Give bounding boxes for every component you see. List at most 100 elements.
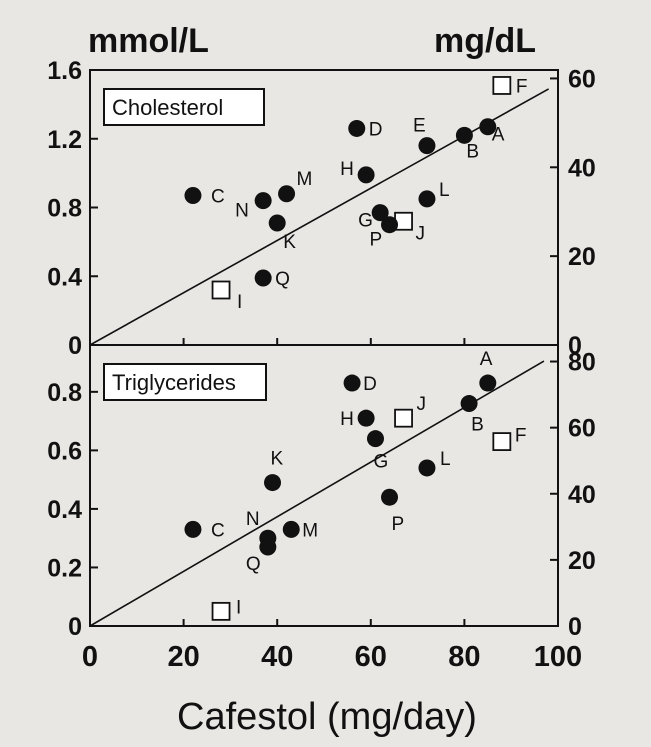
cholesterol-point-h-label: H [340, 159, 354, 180]
cholesterol-title: Cholesterol [112, 95, 223, 120]
cholesterol-point-l-label: L [439, 180, 450, 201]
triglycerides-right-tick-label: 60 [568, 415, 596, 443]
cholesterol-point-g [371, 204, 389, 222]
cholesterol-title-box [103, 88, 265, 126]
cholesterol-point-j-label: J [416, 223, 426, 244]
triglycerides-point-i [211, 601, 231, 621]
triglycerides-point-h-label: H [340, 409, 354, 430]
cholesterol-point-n [254, 192, 272, 210]
triglycerides-point-g [366, 430, 384, 448]
triglycerides-point-c-label: C [211, 520, 225, 541]
triglycerides-point-g-label: G [373, 452, 388, 473]
cholesterol-point-d-label: D [369, 119, 383, 140]
cholesterol-left-tick-label: 1.6 [47, 57, 82, 85]
triglycerides-point-f [492, 432, 512, 451]
cholesterol-point-m-label: M [297, 169, 313, 190]
triglycerides-point-k [264, 474, 282, 492]
x-tick-label: 0 [82, 641, 98, 673]
x-tick-label: 40 [261, 641, 293, 673]
triglycerides-panel: 0 0.2 0.4 0.6 0.8 0 20 40 60 80 Triglycerides A B C D F… [47, 344, 596, 641]
triglycerides-left-tick-label: 0.6 [47, 437, 82, 465]
triglycerides-left-tick-label: 0.8 [47, 379, 82, 407]
triglycerides-plot-frame [89, 344, 559, 627]
x-axis-title: Cafestol (mg/day) [177, 696, 477, 738]
triglycerides-point-h [357, 409, 375, 427]
triglycerides-left-tick-label: 0.4 [47, 496, 82, 524]
cholesterol-point-b-label: B [466, 141, 479, 162]
cholesterol-point-h [357, 166, 375, 184]
cholesterol-point-a [479, 118, 497, 136]
x-tick-label: 20 [167, 641, 199, 673]
triglycerides-right-tick-label: 20 [568, 547, 596, 575]
triglycerides-point-j-label: J [417, 394, 427, 415]
triglycerides-right-tick-label: 80 [568, 349, 596, 377]
cholesterol-left-tick-label: 1.2 [47, 126, 82, 154]
triglycerides-point-p-label: P [392, 514, 405, 535]
cholesterol-point-q-label: Q [275, 269, 290, 290]
cholesterol-point-f [492, 76, 512, 95]
triglycerides-point-m [282, 520, 300, 538]
triglycerides-point-m-label: M [302, 520, 318, 541]
x-tick-label: 100 [534, 641, 582, 673]
triglycerides-point-f-label: F [515, 426, 527, 447]
cholesterol-left-tick-label: 0.8 [47, 195, 82, 223]
triglycerides-title: Triglycerides [112, 370, 236, 395]
cholesterol-point-q [254, 269, 272, 287]
cholesterol-point-c [184, 186, 202, 204]
cholesterol-point-a-label: A [492, 125, 505, 146]
cholesterol-point-d [348, 119, 366, 137]
cholesterol-right-tick-label: 40 [568, 154, 596, 182]
right-unit-label: mg/dL [434, 22, 536, 60]
cholesterol-point-e-label: E [413, 116, 426, 137]
triglycerides-point-b-label: B [471, 415, 484, 436]
left-unit-label: mmol/L [88, 22, 209, 60]
triglycerides-point-i-label: I [236, 597, 241, 618]
triglycerides-title-box [103, 363, 267, 401]
triglycerides-point-j [394, 408, 413, 428]
triglycerides-point-q [259, 538, 277, 556]
triglycerides-point-b [460, 395, 478, 413]
cholesterol-point-g-label: G [358, 211, 373, 232]
triglycerides-point-d-label: D [363, 374, 377, 395]
cholesterol-point-i [211, 280, 231, 300]
triglycerides-point-p [381, 488, 399, 506]
triglycerides-point-a [479, 374, 497, 392]
cholesterol-panel: 0 0.4 0.8 1.2 1.6 0 20 40 60 Cholesterol AB C D E F G H I… [47, 57, 596, 360]
cholesterol-point-l [418, 190, 436, 208]
cholesterol-point-k [268, 214, 286, 232]
triglycerides-point-l [418, 459, 436, 477]
cholesterol-left-tick-label: 0.4 [47, 263, 82, 291]
triglycerides-point-a-label: A [480, 349, 493, 370]
cholesterol-point-k-label: K [283, 232, 296, 253]
triglycerides-point-q-label: Q [246, 554, 261, 575]
triglycerides-point-d [343, 374, 361, 392]
cholesterol-trend-line [89, 88, 550, 346]
cholesterol-right-tick-label: 20 [568, 243, 596, 271]
cholesterol-point-p-label: P [370, 230, 383, 251]
x-tick-label: 60 [355, 641, 387, 673]
cholesterol-right-tick-label: 60 [568, 65, 596, 93]
x-tick-label: 80 [448, 641, 480, 673]
cholesterol-point-i-label: I [237, 292, 242, 313]
cholesterol-point-c-label: C [211, 186, 225, 207]
triglycerides-left-tick-label: 0.2 [47, 554, 82, 582]
triglycerides-right-tick-label: 0 [568, 613, 582, 641]
triglycerides-right-tick-label: 40 [568, 481, 596, 509]
x-tick-labels: 0 20 40 60 80 100 [82, 641, 582, 673]
cholesterol-right-tick-label: 0 [568, 332, 582, 360]
triglycerides-left-tick-label: 0 [68, 613, 82, 641]
triglycerides-point-c [184, 520, 202, 538]
cholesterol-point-b [455, 126, 473, 144]
cholesterol-point-e [418, 137, 436, 155]
cholesterol-point-n-label: N [235, 201, 249, 222]
cholesterol-point-m [278, 185, 296, 203]
cholesterol-point-f-label: F [516, 76, 528, 97]
triglycerides-point-n-label: N [246, 509, 260, 530]
cholesterol-left-tick-label: 0 [68, 332, 82, 360]
triglycerides-point-k-label: K [271, 449, 284, 470]
cholesterol-point-p [381, 216, 399, 234]
triglycerides-point-l-label: L [440, 449, 451, 470]
